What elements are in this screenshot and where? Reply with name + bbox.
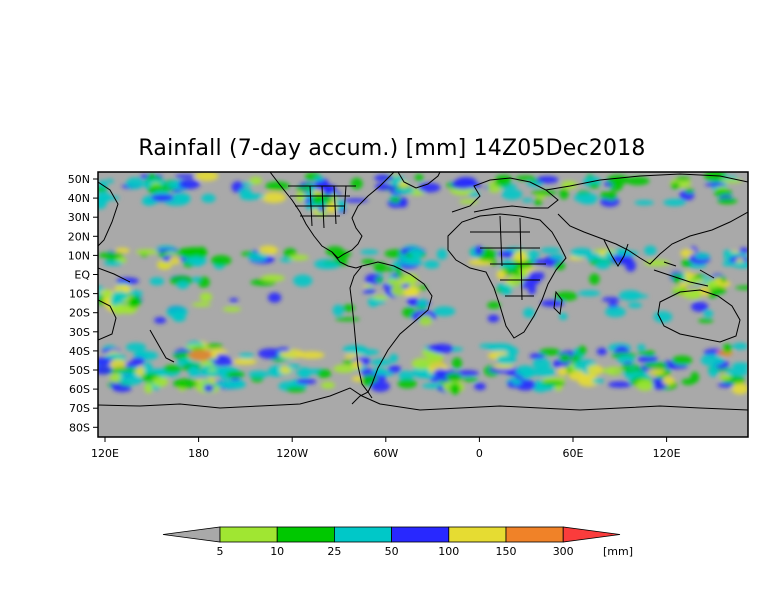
africa-country-borders: [470, 215, 546, 301]
colorbar-label: 150: [496, 545, 517, 558]
lat-tick-label: 30N: [68, 211, 90, 224]
australia-coastline: [657, 289, 741, 343]
colorbar-segment: [276, 526, 335, 543]
lon-tick-label: 180: [188, 447, 209, 460]
lon-tick-label: 120E: [653, 447, 681, 460]
colorbar-label: 100: [438, 545, 459, 558]
lat-tick-label: 50S: [69, 364, 90, 377]
colorbar-label: 50: [385, 545, 399, 558]
lon-tick-label: 60E: [563, 447, 584, 460]
rainfall-field: [98, 172, 748, 395]
lat-tick-label: 20N: [68, 230, 90, 243]
colorbar: 5 10 25 50 100 150 300: [162, 526, 621, 558]
lon-tick-label: 120E: [91, 447, 119, 460]
lat-tick-label: 60S: [69, 383, 90, 396]
colorbar-segment: [505, 526, 564, 543]
indonesia-coastline-west: [98, 267, 131, 283]
colorbar-unit: [mm]: [603, 545, 633, 558]
colorbar-label: 10: [270, 545, 284, 558]
continent-outlines: [98, 172, 748, 411]
colorbar-segment: [391, 526, 450, 543]
us-state-borders: [288, 185, 356, 229]
map-frame: [97, 171, 749, 438]
lat-tick-label: 30S: [69, 326, 90, 339]
greenland-coastline: [397, 172, 441, 189]
colorbar-segment: [219, 526, 278, 543]
lon-tick-label: 120W: [276, 447, 308, 460]
europe-coastline: [451, 177, 559, 213]
south-america-coastline: [349, 261, 433, 393]
antarctica-coastline: [98, 387, 748, 411]
new-zealand-coastline: [149, 329, 175, 363]
lat-tick-label: 20S: [69, 307, 90, 320]
asia-coastline-west: [98, 181, 119, 247]
lon-tick-label: 60W: [373, 447, 398, 460]
lat-tick-label: 40S: [69, 345, 90, 358]
lat-tick-label: 10N: [68, 249, 90, 262]
north-america-coastline: [269, 172, 395, 259]
colorbar-segment: [333, 526, 392, 543]
antarctic-peninsula: [351, 391, 373, 405]
australia-coastline-west: [98, 299, 117, 341]
lat-tick-label: 80S: [69, 421, 90, 434]
latitude-axis: 50N 40N 30N 20N 10N EQ 10S 20S 30S 40S 50S 60S 70S 80…: [68, 173, 98, 434]
madagascar-coastline: [553, 290, 563, 316]
colorbar-segment: [448, 526, 507, 543]
colorbar-label: 25: [327, 545, 341, 558]
indonesia-coastline: [653, 261, 715, 287]
lat-tick-label: EQ: [74, 269, 90, 282]
central-america-coastline: [331, 251, 363, 269]
lat-tick-label: 10S: [69, 288, 90, 301]
colorbar-label: 5: [217, 545, 224, 558]
longitude-axis: 120E 180 120W 60W 0 60E 120E: [91, 437, 681, 460]
lat-tick-label: 70S: [69, 402, 90, 415]
colorbar-label: 300: [553, 545, 574, 558]
africa-coastline: [447, 213, 567, 339]
map-title: Rainfall (7-day accum.) [mm] 14Z05Dec201…: [138, 136, 646, 161]
india-coastline: [603, 239, 629, 267]
lat-tick-label: 40N: [68, 192, 90, 205]
colorbar-high-arrow: [562, 526, 621, 543]
asia-coastline: [545, 173, 748, 265]
lon-tick-label: 0: [476, 447, 483, 460]
colorbar-low-arrow: [162, 526, 221, 543]
lat-tick-label: 50N: [68, 173, 90, 186]
